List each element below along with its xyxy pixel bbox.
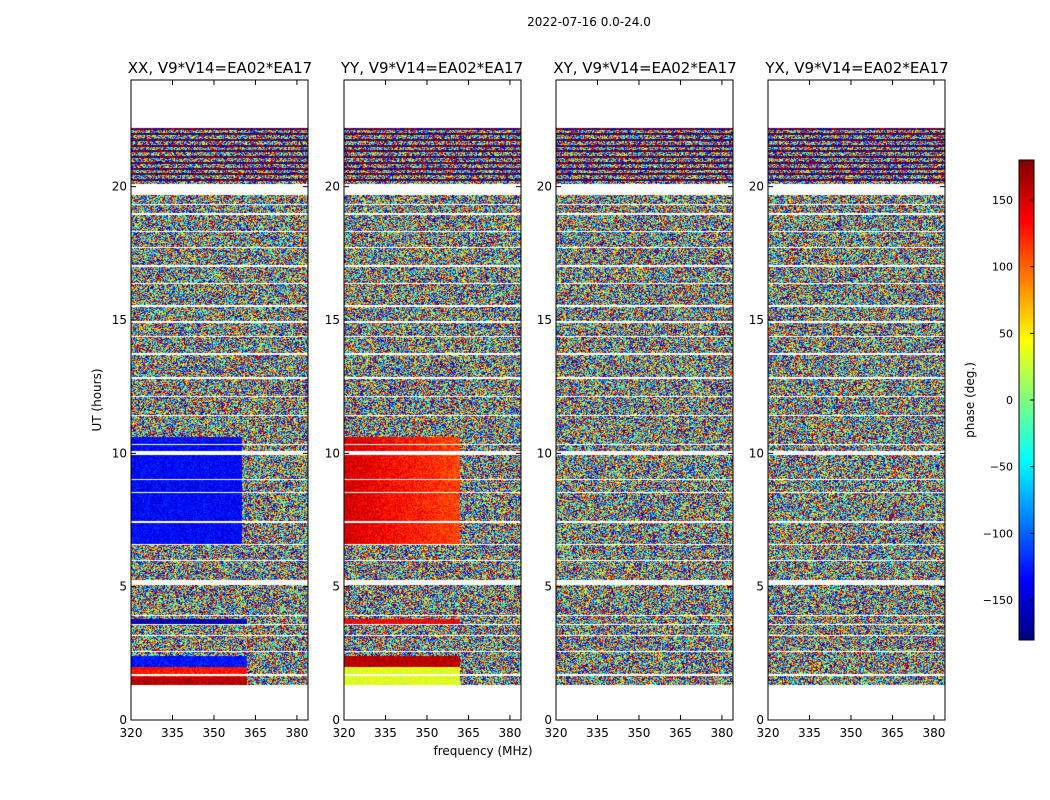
heatmap-xx — [131, 80, 308, 720]
x-tick-label: 320 — [333, 726, 356, 740]
colorbar-tick-label: 100 — [992, 261, 1013, 274]
y-tick-label: 20 — [325, 180, 340, 194]
colorbar-tick-label: 0 — [1006, 394, 1013, 407]
panel-frame-xy — [555, 79, 734, 721]
x-tick-label: 320 — [545, 726, 568, 740]
x-axis-label: frequency (MHz) — [433, 744, 532, 758]
x-tick-label: 335 — [374, 726, 397, 740]
y-tick-label: 10 — [749, 446, 764, 460]
colorbar-label: phase (deg.) — [963, 362, 977, 438]
x-tick-label: 380 — [710, 726, 733, 740]
y-tick-label: 20 — [112, 180, 127, 194]
axes-xy: 320 335 350 365 380 0 5 10 15 20 — [537, 80, 733, 740]
x-tick-label: 320 — [757, 726, 780, 740]
x-tick-label: 380 — [285, 726, 308, 740]
x-tick-label: 350 — [416, 726, 439, 740]
y-tick-label: 5 — [544, 580, 552, 594]
axes-yy: 320 335 350 365 380 0 5 10 15 20 — [325, 80, 521, 740]
panel-xx: XX, V9*V14=EA02*EA17 320 335 350 365 380 0 5 10… — [112, 59, 313, 740]
y-tick-label: 0 — [756, 713, 764, 727]
panel-yx: YX, V9*V14=EA02*EA17 320 335 350 365 380 0 5 10… — [749, 59, 949, 740]
x-tick-label: 350 — [840, 726, 863, 740]
colorbar-tick-label: −100 — [983, 527, 1013, 540]
x-tick-label: 380 — [498, 726, 521, 740]
panel-title-yy: YY, V9*V14=EA02*EA17 — [340, 59, 523, 77]
y-tick-label: 0 — [544, 713, 552, 727]
figure-suptitle: 2022-07-16 0.0-24.0 — [527, 15, 651, 29]
y-tick-label: 15 — [749, 313, 764, 327]
colorbar-tick-label: 50 — [999, 327, 1013, 340]
y-tick-label: 5 — [119, 580, 127, 594]
y-tick-label: 15 — [537, 313, 552, 327]
panel-title-xx: XX, V9*V14=EA02*EA17 — [128, 59, 312, 77]
y-tick-label: 15 — [325, 313, 340, 327]
y-tick-label: 15 — [112, 313, 127, 327]
x-tick-label: 365 — [669, 726, 692, 740]
colorbar-gradient — [1019, 160, 1034, 640]
colorbar-tick-label: −50 — [990, 461, 1013, 474]
x-tick-label: 350 — [203, 726, 226, 740]
x-tick-label: 335 — [798, 726, 821, 740]
x-tick-label: 380 — [922, 726, 945, 740]
y-tick-label: 10 — [112, 446, 127, 460]
panel-title-xy: XY, V9*V14=EA02*EA17 — [553, 59, 736, 77]
y-tick-label: 5 — [332, 580, 340, 594]
axes-yx: 320 335 350 365 380 0 5 10 15 20 — [749, 80, 945, 740]
panel-xy: XY, V9*V14=EA02*EA17 320 335 350 365 380 0 5 10… — [537, 59, 737, 740]
x-tick-label: 335 — [161, 726, 184, 740]
panel-title-yx: YX, V9*V14=EA02*EA17 — [764, 59, 948, 77]
x-tick-label: 350 — [628, 726, 651, 740]
y-tick-label: 10 — [537, 446, 552, 460]
heatmap-xy — [556, 80, 733, 720]
y-tick-label: 0 — [119, 713, 127, 727]
axes-xx: 320 335 350 365 380 0 5 10 15 20 — [112, 80, 308, 740]
x-tick-label: 365 — [881, 726, 904, 740]
colorbar-tick-label: 150 — [992, 194, 1013, 207]
x-tick-label: 365 — [244, 726, 267, 740]
heatmap-yx — [768, 80, 945, 720]
panel-yy: YY, V9*V14=EA02*EA17 320 335 350 365 380 0 5 10… — [325, 59, 523, 740]
colorbar: 150 100 50 0 −50 −100 −150 phase (deg.) — [963, 159, 1035, 641]
x-tick-label: 365 — [457, 726, 480, 740]
panel-frame-yy — [343, 79, 522, 721]
x-tick-label: 320 — [120, 726, 143, 740]
panel-frame-xx — [130, 79, 309, 721]
heatmap-yy — [344, 80, 521, 720]
y-axis-label: UT (hours) — [90, 368, 104, 431]
colorbar-tick-label: −150 — [983, 594, 1013, 607]
panel-frame-yx — [767, 79, 946, 721]
y-tick-label: 20 — [537, 180, 552, 194]
x-tick-label: 335 — [586, 726, 609, 740]
y-tick-label: 5 — [756, 580, 764, 594]
y-tick-label: 20 — [749, 180, 764, 194]
y-tick-label: 10 — [325, 446, 340, 460]
colorbar-ticks: 150 100 50 0 −50 −100 −150 — [983, 194, 1034, 607]
y-tick-label: 0 — [332, 713, 340, 727]
